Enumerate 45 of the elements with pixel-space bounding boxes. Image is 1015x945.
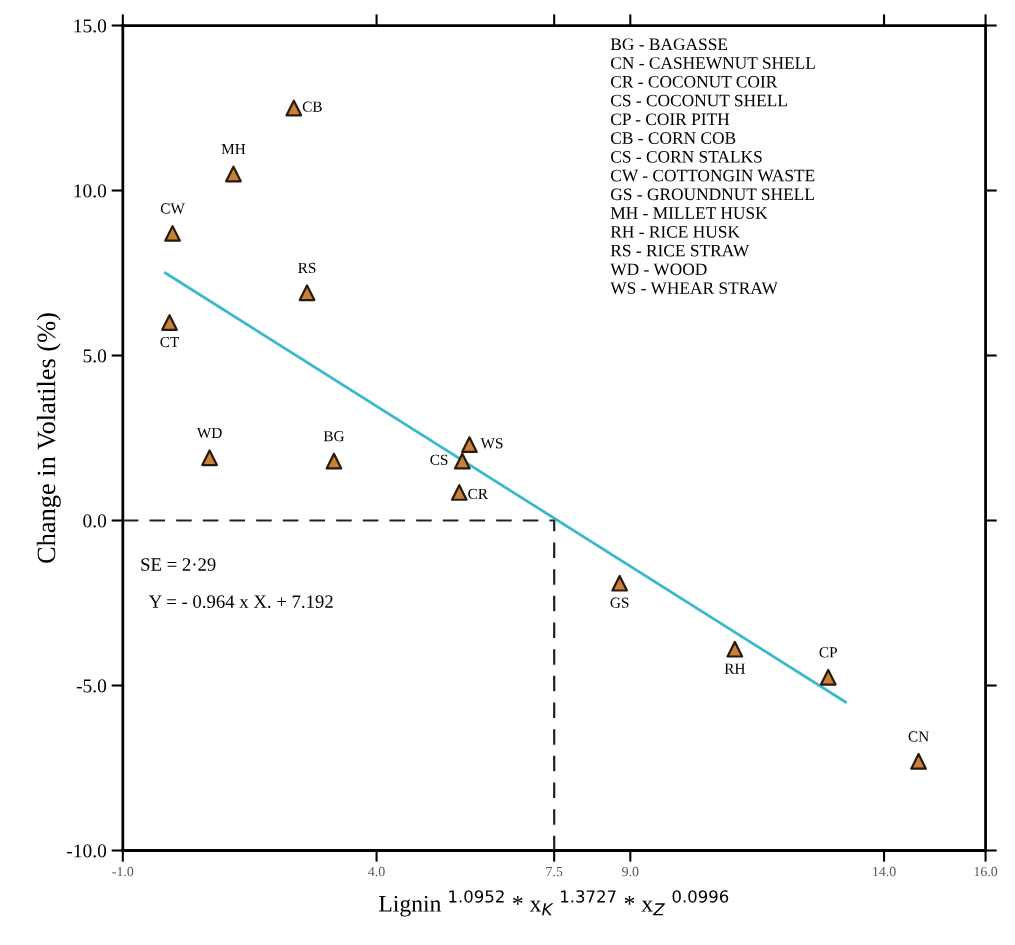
text: BG - BAGASSE CN - CASHEWNUT SHELL CR - COCONUT COIR CS - COCONUT SHELL CP - COIR PITH CB - CORN COB CS - CORN STALKS CW - COTTONGIN WASTE GS - GROUNDNUT SHELL MH - MILLET HUSK RH - RICE HUSK RS - RICE STRAW WD - WOOD WS - WHEAR STRAW [610, 38, 815, 295]
point [161, 314, 178, 331]
point [726, 640, 744, 658]
point [461, 436, 478, 453]
x-tick-label: -1.0 [112, 866, 134, 877]
x-tick-label: 14.0 [873, 866, 896, 877]
point [285, 99, 303, 117]
annotation: WD [196, 427, 222, 439]
point [453, 452, 471, 470]
annotation: Y = - 0.964 x X. + 7.192 [148, 595, 333, 609]
x-tick-label: 16.0 [974, 866, 998, 877]
annotation: CS [430, 454, 448, 465]
y-tick-label: 5.0 [83, 349, 107, 363]
y-tick-label: -5.0 [76, 679, 107, 693]
y-axis-title: Change in Volatiles (%) [36, 313, 61, 563]
y-tick-label: 10.0 [74, 184, 107, 198]
annotation: CR [468, 488, 488, 500]
x-tick-label: 9.0 [622, 866, 639, 877]
annotation: CT [160, 336, 180, 348]
point [298, 284, 316, 302]
y-tick-label: 15.0 [74, 19, 107, 33]
annotation: CB [302, 101, 322, 112]
annotation: CN [908, 731, 929, 742]
annotation: BG [323, 431, 345, 442]
point [611, 574, 629, 592]
annotation: CW [160, 203, 185, 214]
point [201, 449, 218, 467]
annotation: CP [819, 647, 837, 658]
annotation: SE = 2·29 [141, 558, 216, 571]
point [164, 225, 181, 242]
point [910, 753, 927, 770]
annotation: RS [298, 262, 316, 274]
annotation: WS [480, 438, 503, 449]
y-tick-label: 0.0 [83, 514, 107, 528]
x-tick-label: 7.5 [546, 867, 563, 877]
x-axis-title: Lignin $^{1.0952}$ * x$_{K}$ $^{1.3727}$ * x$_{Z}$ $^{0.0996}$ [379, 890, 729, 917]
annotation: MH [221, 144, 246, 155]
x-tick-label: 4.0 [368, 866, 385, 877]
y-tick-label: -10.0 [67, 844, 107, 858]
point [450, 484, 468, 501]
annotation: RH [724, 663, 746, 674]
point [819, 668, 837, 686]
annotation: GS [610, 597, 629, 608]
point [325, 452, 343, 470]
point [225, 165, 242, 183]
